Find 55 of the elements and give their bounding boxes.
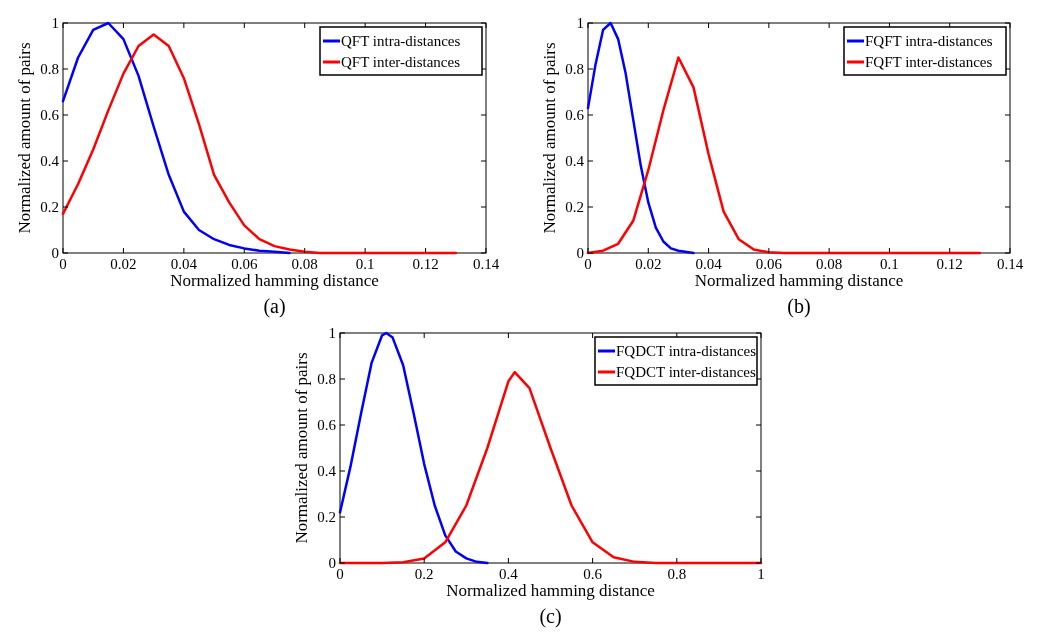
line-series (586, 21, 695, 255)
x-tick-label: 0.04 (170, 256, 198, 272)
x-tick-label: 0.14 (996, 256, 1024, 272)
y-tick-label: 0.2 (40, 199, 59, 215)
y-tick-label: 0 (576, 245, 584, 261)
legend-label: FQDCT intra-distances (616, 343, 757, 359)
y-tick-label: 1 (51, 15, 59, 31)
x-tick-label: 0.1 (355, 256, 375, 272)
legend-label: FQDCT inter-distances (616, 364, 756, 380)
y-tick-label: 0.4 (40, 153, 60, 169)
y-tick-label: 0.8 (40, 61, 59, 77)
x-tick-label: 0.4 (499, 566, 519, 582)
x-tick-label: 0.02 (110, 256, 137, 272)
y-tick-label: 1 (576, 15, 584, 31)
x-tick-label: 0.06 (755, 256, 783, 272)
x-tick-label: 0.2 (414, 566, 434, 582)
line-series (61, 33, 458, 255)
y-tick-label: 0 (328, 555, 336, 571)
x-axis-title: Normalized hamming distance (170, 271, 379, 290)
legend-label: FQFT intra-distances (865, 33, 993, 49)
y-tick-label: 1 (328, 325, 336, 341)
y-tick-label: 0.8 (317, 371, 336, 387)
x-axis-title: Normalized hamming distance (446, 581, 655, 600)
x-axis-title: Normalized hamming distance (694, 271, 904, 290)
legend-label: QFT intra-distances (341, 33, 461, 49)
y-axis-title: Normalized amount of pairs (15, 42, 34, 234)
y-tick-label: 0.6 (317, 417, 337, 433)
x-tick-label: 0.1 (880, 256, 899, 272)
text: (b) (787, 295, 811, 318)
text: (c) (539, 605, 562, 628)
legend-label: FQFT inter-distances (865, 54, 993, 70)
x-tick-label: 0.12 (936, 256, 963, 272)
text: (a) (263, 295, 286, 318)
x-tick-label: 0.04 (695, 256, 723, 272)
line-series (338, 331, 489, 565)
x-tick-label: 0.14 (472, 256, 500, 272)
y-tick-label: 0.4 (317, 463, 337, 479)
y-tick-label: 0.8 (565, 61, 584, 77)
x-tick-label: 0.08 (816, 256, 843, 272)
y-tick-label: 0.2 (565, 199, 584, 215)
y-axis-title: Normalized amount of pairs (540, 42, 559, 234)
y-tick-label: 0.4 (565, 153, 585, 169)
legend-label: QFT inter-distances (341, 54, 461, 70)
y-tick-label: 0.6 (40, 107, 60, 123)
y-tick-label: 0 (51, 245, 59, 261)
line-series (61, 21, 291, 255)
y-tick-label: 0.2 (317, 509, 336, 525)
y-axis-title: Normalized amount of pairs (292, 352, 311, 544)
x-tick-label: 0.08 (291, 256, 318, 272)
x-tick-label: 0.8 (667, 566, 687, 582)
x-tick-label: 0.02 (635, 256, 662, 272)
x-tick-label: 0.12 (412, 256, 439, 272)
y-tick-label: 0.6 (565, 107, 585, 123)
x-tick-label: 0.06 (231, 256, 258, 272)
x-tick-label: 1 (757, 566, 765, 582)
